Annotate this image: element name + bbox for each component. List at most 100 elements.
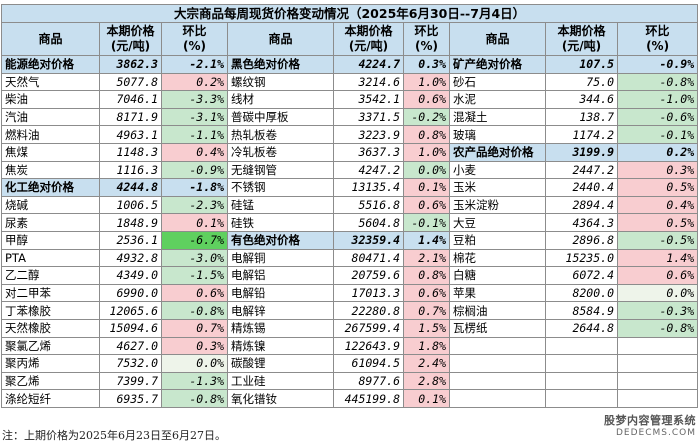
change-cell: -0.1% <box>403 213 450 232</box>
table-row: 对二甲苯 6990.0 0.6% 电解铅 17013.3 0.6% 苹果 8200.0 0.0% <box>1 283 699 303</box>
commodity-name: 柴油 <box>1 90 100 109</box>
column-header: 本期价格 (元/吨) <box>99 22 162 56</box>
commodity-name: 对二甲苯 <box>1 283 100 303</box>
commodity-name: 聚乙烯 <box>1 371 100 391</box>
change-cell: 2.1% <box>403 248 450 268</box>
commodity-name: 电解铅 <box>227 283 334 303</box>
price-cell: 3214.6 <box>333 72 404 92</box>
commodity-name: 尿素 <box>1 213 100 232</box>
price-cell: 1848.9 <box>99 213 162 232</box>
price-cell: 3637.3 <box>333 142 404 162</box>
change-cell: 0.2% <box>616 142 699 162</box>
commodity-name: 电解铝 <box>227 266 334 285</box>
change-cell: -2.1% <box>161 55 228 74</box>
commodity-name: 涤纶短纤 <box>1 389 100 408</box>
price-cell: 22280.8 <box>333 301 404 320</box>
change-cell: 1.4% <box>616 248 699 268</box>
price-cell: 8200.0 <box>545 283 618 303</box>
table-row: 聚丙烯 7532.0 0.0% 碳酸锂 61094.5 2.4% <box>1 354 699 373</box>
column-header: 商品 <box>449 22 546 56</box>
price-cell: 7399.7 <box>99 371 162 391</box>
change-cell: 1.8% <box>403 336 450 356</box>
watermark-logo: 股梦内容管理系统 DEDECMS.COM <box>578 412 696 442</box>
commodity-name: 苹果 <box>449 283 546 303</box>
commodity-name: 瓦楞纸 <box>449 318 546 338</box>
commodity-name: 聚丙烯 <box>1 354 100 373</box>
commodity-name <box>449 336 546 356</box>
commodity-name: 大豆 <box>449 213 546 232</box>
price-cell: 7532.0 <box>99 354 162 373</box>
change-cell: -1.0% <box>616 90 699 109</box>
price-table: 大宗商品每周现货价格变动情况（2025年6月30日--7月4日） 商品 本期价格(… <box>0 4 699 408</box>
table-row: 能源绝对价格 3862.3 -2.1% 黑色绝对价格 4224.7 0.3% 矿产绝对价格 1… <box>1 55 699 74</box>
commodity-name <box>449 371 546 391</box>
price-cell: 8584.9 <box>545 301 618 320</box>
price-cell: 1006.5 <box>99 195 162 215</box>
price-cell: 20759.6 <box>333 266 404 285</box>
change-cell: -0.9% <box>616 55 699 74</box>
category-name: 能源绝对价格 <box>1 55 100 74</box>
table-row: 天然橡胶 15094.6 0.7% 精炼锡 267599.4 1.5% 瓦楞纸 2644.8-… <box>1 318 699 338</box>
price-cell: 5516.8 <box>333 195 404 215</box>
commodity-name: 燃料油 <box>1 125 100 144</box>
price-cell: 2644.8 <box>545 318 618 338</box>
table-row: PTA 4932.8 -3.0% 电解铜 80471.4 2.1% 棉花 15235.0 1.4… <box>1 248 699 268</box>
price-cell: 3199.9 <box>545 142 618 162</box>
commodity-name: 小麦 <box>449 160 546 180</box>
change-cell: -0.6% <box>616 107 699 127</box>
price-cell: 6990.0 <box>99 283 162 303</box>
change-cell: 0.0% <box>403 160 450 180</box>
category-name: 黑色绝对价格 <box>227 55 334 74</box>
change-cell: -0.1% <box>616 125 699 144</box>
price-cell: 3371.5 <box>333 107 404 127</box>
change-cell: 0.6% <box>403 90 450 109</box>
price-cell: 2440.4 <box>545 178 618 197</box>
change-cell: 0.0% <box>616 283 699 303</box>
change-cell: 0.8% <box>403 266 450 285</box>
change-cell: -0.8% <box>161 301 228 320</box>
commodity-name: 焦煤 <box>1 142 100 162</box>
price-cell: 61094.5 <box>333 354 404 373</box>
category-name: 矿产绝对价格 <box>449 55 546 74</box>
commodity-name: 无缝钢管 <box>227 160 334 180</box>
change-cell: 0.1% <box>403 178 450 197</box>
price-cell: 75.0 <box>545 72 618 92</box>
change-cell: -1.8% <box>161 178 228 197</box>
change-cell: -0.2% <box>403 107 450 127</box>
price-cell: 2894.4 <box>545 195 618 215</box>
price-cell: 3862.3 <box>99 55 162 74</box>
commodity-name <box>449 354 546 373</box>
table-row: 丁苯橡胶 12065.6 -0.8% 电解锌 22280.8 0.7% 棕榈油 8584.9-… <box>1 301 699 320</box>
table-row: 柴油 7046.1 -3.3% 线材 3542.1 0.6% 水泥 344.6 -1.0% <box>1 90 699 109</box>
watermark-en: DEDECMS.COM <box>616 428 696 438</box>
change-cell <box>616 389 699 408</box>
header-row: 商品 本期价格 (元/吨) 环比 (%) 商品 本期价格 (元/吨) 环比 (%) 商品 本期价格 (元… <box>1 22 699 56</box>
change-cell: 0.6% <box>616 266 699 285</box>
change-cell: -3.1% <box>161 107 228 127</box>
commodity-name: 热轧板卷 <box>227 125 334 144</box>
commodity-name: 水泥 <box>449 90 546 109</box>
table-row: 聚乙烯 7399.7 -1.3% 工业硅 8977.6 2.8% <box>1 371 699 391</box>
change-cell <box>616 336 699 356</box>
category-name: 有色绝对价格 <box>227 230 334 250</box>
commodity-name: 玻璃 <box>449 125 546 144</box>
price-cell: 4627.0 <box>99 336 162 356</box>
price-cell: 13135.4 <box>333 178 404 197</box>
change-cell: -0.5% <box>616 230 699 250</box>
commodity-name <box>449 389 546 408</box>
footnote: 注：上期价格为2025年6月23日至6月27日。 <box>2 429 226 442</box>
price-cell <box>545 354 618 373</box>
commodity-name: 丁苯橡胶 <box>1 301 100 320</box>
commodity-name: 白糖 <box>449 266 546 285</box>
column-header: 本期价格 (元/吨) <box>545 22 618 56</box>
table-title: 大宗商品每周现货价格变动情况（2025年6月30日--7月4日） <box>0 4 699 23</box>
commodity-name: 乙二醇 <box>1 266 100 285</box>
price-cell: 4364.3 <box>545 213 618 232</box>
price-cell: 2536.1 <box>99 230 162 250</box>
change-cell: -0.8% <box>161 389 228 408</box>
change-cell: 1.4% <box>403 230 450 250</box>
price-cell: 267599.4 <box>333 318 404 338</box>
price-cell: 4963.1 <box>99 125 162 144</box>
change-cell: 2.4% <box>403 354 450 373</box>
change-cell: 0.4% <box>616 195 699 215</box>
